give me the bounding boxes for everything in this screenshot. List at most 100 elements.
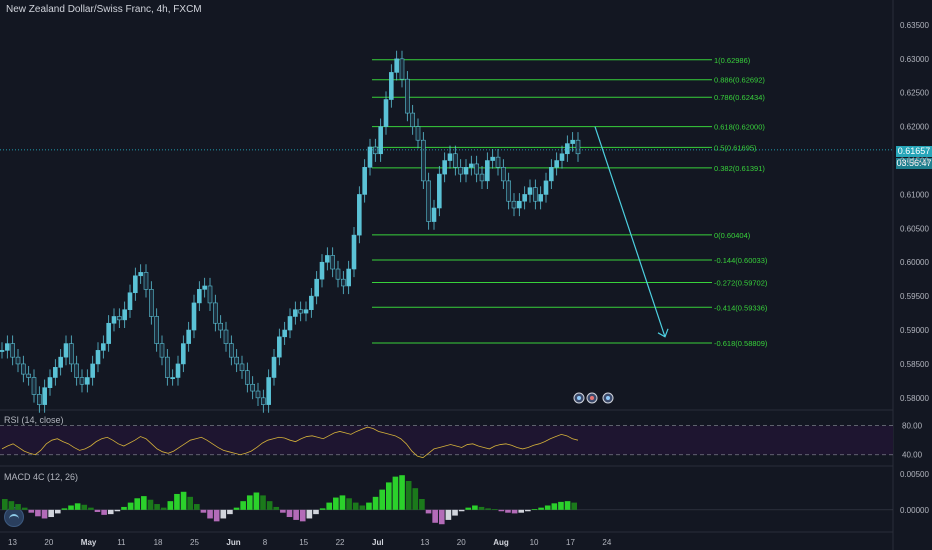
macd-bar	[326, 502, 333, 510]
macd-bar	[68, 505, 74, 510]
macd-bar	[478, 506, 485, 510]
macd-histogram	[0, 475, 893, 525]
countdown-tag: 03:56:47	[896, 158, 932, 169]
time-axis: 13 20 May 11 18 25 Jun 8 15 22 Jul 13 20 Aug 10 17 24	[8, 538, 612, 547]
macd-bar	[114, 509, 121, 512]
candle-body	[538, 194, 543, 202]
arrow-head	[657, 328, 669, 338]
macd-bar	[498, 509, 505, 512]
candle-body	[479, 173, 485, 182]
candle-body	[95, 350, 101, 365]
fibonacci-levels[interactable]: 1(0.62986) 0.886(0.62692) 0.786(0.62434) 0.…	[372, 56, 768, 348]
macd-bar	[306, 509, 313, 519]
candle-body	[143, 272, 149, 290]
macd-bar	[266, 501, 273, 510]
macd-bar	[452, 509, 458, 516]
candle-body	[159, 343, 165, 358]
candle-body	[319, 261, 325, 280]
price-tick-label: 0.63500	[900, 21, 929, 30]
macd-bar	[505, 509, 511, 513]
price-axis: 0.63500 0.63000 0.62500 0.62000 0.61500 0.610…	[900, 21, 929, 403]
macd-bar	[558, 501, 564, 510]
price-candles	[0, 50, 893, 413]
candle-body	[543, 180, 549, 195]
macd-bar	[187, 496, 193, 510]
candle-body	[410, 112, 415, 127]
macd-bar	[551, 503, 558, 510]
time-tick-label: 22	[336, 538, 345, 547]
time-tick-label: 13	[8, 538, 17, 547]
fib-level-label: 0(0.60404)	[714, 231, 751, 240]
candle-body	[261, 397, 266, 405]
macd-bar	[299, 509, 306, 522]
time-tick-label: 13	[420, 538, 429, 547]
macd-bar	[564, 501, 571, 510]
time-tick-label: 17	[566, 538, 575, 547]
candle-body	[5, 343, 10, 351]
candle-body	[85, 377, 90, 385]
macd-bar	[233, 507, 240, 510]
price-tick-label: 0.60500	[900, 224, 929, 233]
macd-bar	[346, 498, 352, 510]
candle-body	[298, 309, 303, 314]
candle-body	[229, 343, 234, 358]
macd-bar	[399, 475, 405, 510]
macd-bar	[167, 501, 174, 510]
candle-body	[458, 167, 463, 175]
macd-bar	[445, 509, 452, 520]
macd-bar	[200, 509, 207, 513]
macd-bar	[134, 498, 141, 510]
macd-bar	[319, 508, 326, 510]
time-tick-label: 20	[457, 538, 466, 547]
candle-body	[111, 316, 117, 324]
candle-body	[69, 343, 74, 365]
time-tick-label: 8	[263, 538, 268, 547]
time-tick-label: 24	[602, 538, 611, 547]
candle-body	[362, 167, 367, 195]
candle-body	[383, 99, 389, 127]
macd-bar	[359, 505, 366, 510]
candle-body	[575, 139, 581, 155]
macd-label: MACD 4C (12, 26)	[4, 472, 79, 482]
candle-body	[527, 187, 533, 195]
candle-body	[511, 200, 517, 209]
event-icon-dot	[577, 396, 581, 400]
candle-body	[351, 234, 357, 270]
price-tick-label: 0.62500	[900, 89, 929, 98]
candle-body	[165, 356, 170, 378]
candle-body	[533, 187, 538, 202]
candle-body	[218, 322, 223, 331]
candle-body	[373, 146, 378, 155]
candle-body	[106, 322, 111, 344]
candle-body	[405, 78, 410, 114]
macd-bar	[280, 509, 286, 513]
candle-body	[282, 329, 287, 338]
macd-bar	[74, 503, 81, 510]
macd-bar	[121, 506, 127, 510]
candle-body	[26, 373, 31, 378]
candle-body	[394, 58, 399, 73]
macd-bar	[28, 509, 35, 513]
event-icons[interactable]	[573, 392, 614, 404]
event-icon-dot	[590, 396, 594, 400]
pane-dividers	[0, 0, 894, 550]
candle-body	[74, 363, 79, 378]
candle-body	[63, 343, 69, 358]
fib-level-label: -0.414(0.59336)	[714, 303, 768, 312]
macd-bar	[491, 509, 498, 510]
event-icon-dot	[606, 396, 610, 400]
macd-bar	[81, 504, 88, 510]
macd-bar	[465, 507, 472, 510]
price-tick-label: 0.58000	[900, 394, 929, 403]
candle-body	[287, 316, 293, 331]
candle-body	[255, 390, 261, 399]
projection-arrow[interactable]	[594, 126, 669, 338]
macd-bar	[174, 493, 180, 510]
candle-body	[53, 367, 58, 378]
candle-body	[117, 316, 122, 321]
candle-body	[207, 285, 213, 304]
macd-bar	[154, 504, 160, 510]
candle-body	[101, 343, 106, 351]
macd-bar	[94, 509, 101, 512]
